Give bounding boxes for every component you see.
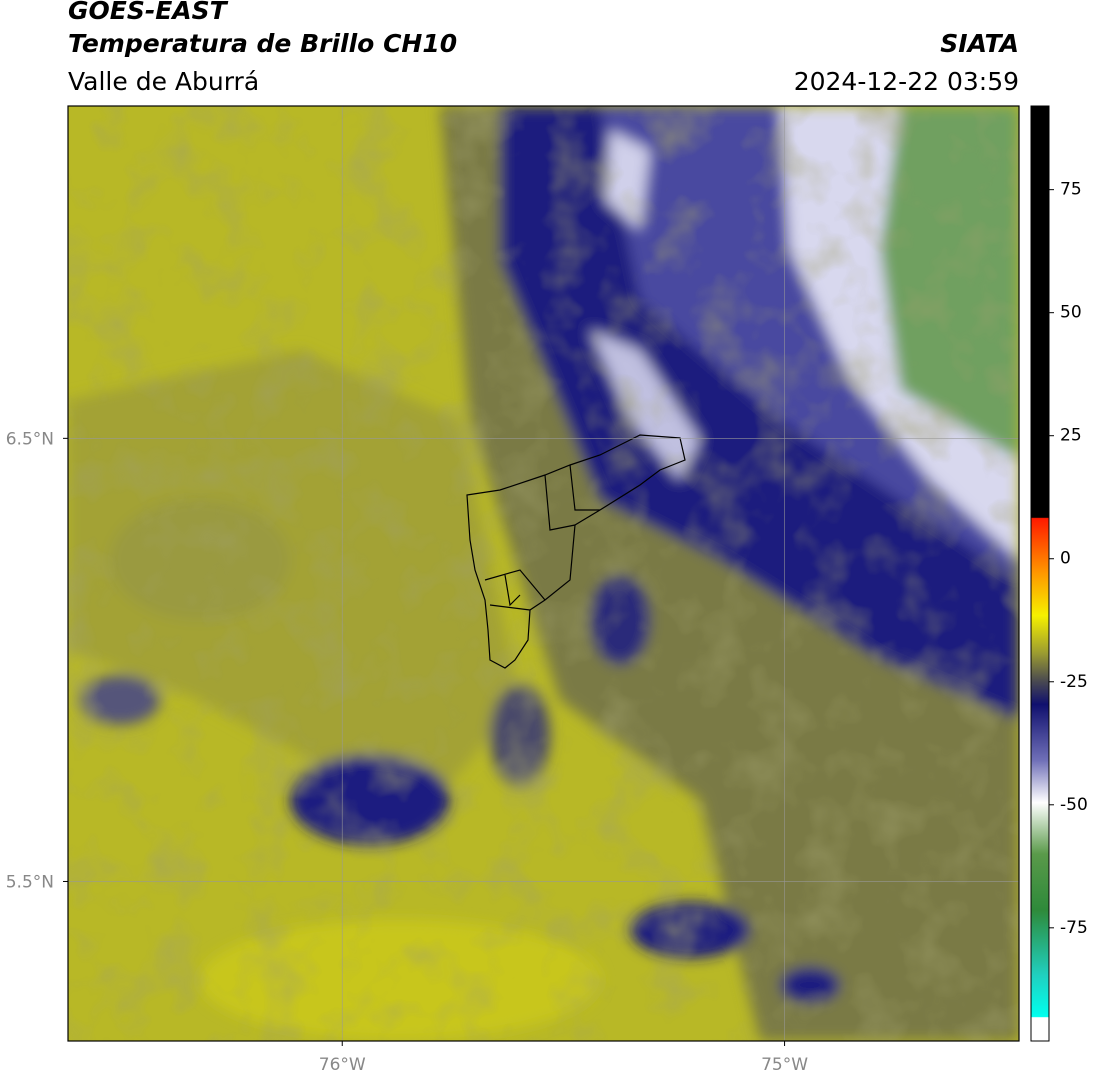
colorbar-tick-label: -50 — [1060, 795, 1088, 815]
x-tick-label: 76°W — [319, 1055, 366, 1075]
grid — [68, 106, 1019, 1041]
colorbar-tick-label: 25 — [1060, 426, 1082, 446]
subtitle: Temperatura de Brillo CH10 — [68, 29, 457, 58]
map-frame — [67, 105, 1020, 1042]
datetime: 2024-12-22 03:59 — [794, 67, 1019, 96]
colorbar-tick-label: 50 — [1060, 303, 1082, 323]
satellite-image — [68, 106, 1019, 1041]
valley-boundary — [466, 434, 686, 669]
colorbar-tick-label: -75 — [1060, 918, 1088, 938]
y-tick-label: 6.5°N — [6, 429, 54, 449]
region: Valle de Aburrá — [68, 67, 259, 96]
colorbar-tick-label: 0 — [1060, 549, 1071, 569]
x-tick-label: 75°W — [761, 1055, 808, 1075]
source: SIATA — [940, 29, 1019, 58]
colorbar — [1030, 105, 1050, 1042]
colorbar-tick-label: 75 — [1060, 180, 1082, 200]
y-tick-label: 5.5°N — [6, 872, 54, 892]
title: GOES-EAST — [68, 0, 229, 25]
colorbar-tick-label: -25 — [1060, 672, 1088, 692]
